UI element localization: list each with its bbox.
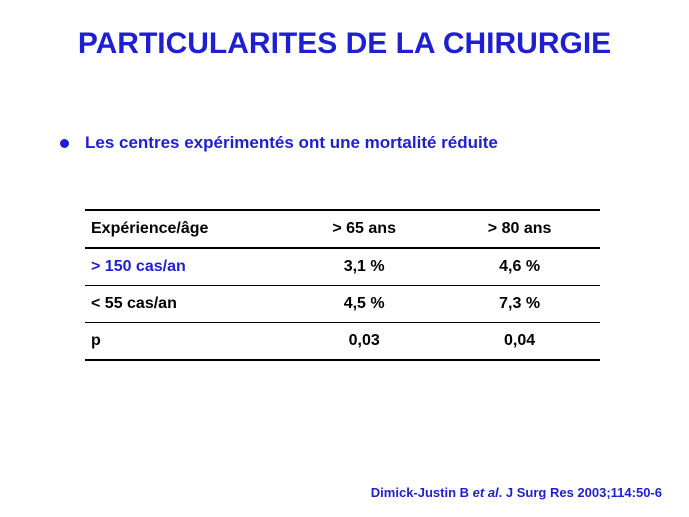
citation-etal: et al xyxy=(472,485,499,500)
citation-reference: . J Surg Res 2003;114:50-6 xyxy=(498,485,662,500)
bullet-text: Les centres expérimentés ont une mortali… xyxy=(85,133,498,152)
table-row: p 0,03 0,04 xyxy=(85,322,600,361)
table-cell: 0,03 xyxy=(289,322,440,361)
bullet-dot-icon xyxy=(60,138,69,148)
citation: Dimick-Justin B et al. J Surg Res 2003;1… xyxy=(371,485,662,500)
table-cell: 0,04 xyxy=(439,322,600,361)
table-header-cell: > 65 ans xyxy=(289,209,440,249)
table-row-label: > 150 cas/an xyxy=(85,248,290,286)
table-header-cell: > 80 ans xyxy=(439,209,600,249)
table-row: > 150 cas/an 3,1 % 4,6 % xyxy=(85,248,600,286)
table-cell: 4,5 % xyxy=(289,285,440,323)
citation-authors: Dimick-Justin B xyxy=(370,485,473,500)
mortality-table: Expérience/âge > 65 ans > 80 ans > 150 c… xyxy=(85,209,600,361)
table-row: < 55 cas/an 4,5 % 7,3 % xyxy=(85,285,600,323)
slide-title: PARTICULARITES DE LA CHIRURGIE xyxy=(77,27,612,60)
table-cell: 7,3 % xyxy=(439,285,600,323)
table-cell: 4,6 % xyxy=(439,248,600,286)
table-header-cell: Expérience/âge xyxy=(85,209,290,249)
table-row-label: p xyxy=(85,322,290,361)
bullet-item: Les centres expérimentés ont une mortali… xyxy=(60,133,498,153)
table-row-label: < 55 cas/an xyxy=(85,285,290,323)
table-cell: 3,1 % xyxy=(289,248,440,286)
table-header-row: Expérience/âge > 65 ans > 80 ans xyxy=(85,209,600,249)
